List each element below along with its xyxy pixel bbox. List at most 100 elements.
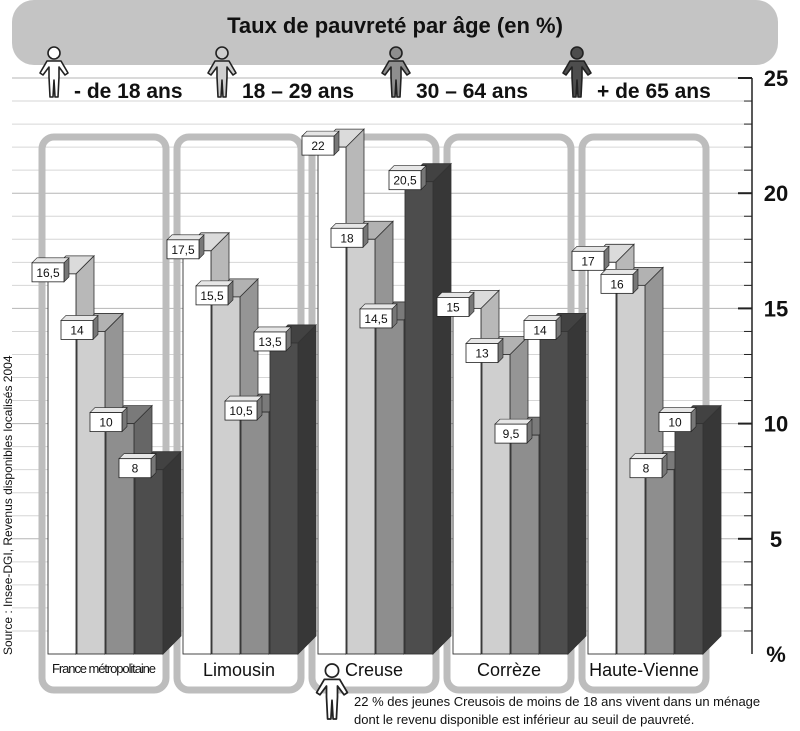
data-label-box xyxy=(523,320,557,340)
bar xyxy=(182,250,212,655)
data-label-top xyxy=(523,315,562,321)
person-head xyxy=(389,46,403,60)
person-icon xyxy=(562,46,592,98)
y-tick-label: 5 xyxy=(770,527,782,552)
data-label-top xyxy=(224,395,263,402)
data-label-box xyxy=(465,343,499,363)
data-label-box xyxy=(436,296,470,317)
category-label-bg xyxy=(185,657,293,681)
chart-title: Taux de pauvreté par âge (en %) xyxy=(227,13,563,38)
data-label: 20,5 xyxy=(393,174,417,188)
data-label-box xyxy=(195,285,229,306)
data-label-box xyxy=(60,320,94,340)
data-label: 16 xyxy=(610,277,624,291)
bar xyxy=(587,261,617,655)
y-tick-label: 20 xyxy=(764,181,788,206)
legend-label: + de 65 ans xyxy=(597,80,711,103)
bar xyxy=(510,434,540,655)
data-label-box xyxy=(31,262,65,283)
data-label: 14 xyxy=(533,323,547,337)
data-label: 10 xyxy=(99,416,113,430)
person-icon xyxy=(315,663,349,720)
person-body xyxy=(381,60,411,98)
bar-side xyxy=(297,323,317,655)
bar-side xyxy=(567,312,587,655)
bar-side xyxy=(162,450,182,655)
data-label-top xyxy=(465,338,504,344)
person-body xyxy=(562,60,592,98)
data-label-box xyxy=(253,331,287,352)
data-label-box xyxy=(118,458,152,479)
data-label-top xyxy=(60,315,99,321)
data-label: 8 xyxy=(643,462,650,476)
y-tick-label: 15 xyxy=(764,296,788,321)
bar xyxy=(240,411,270,655)
category-label-bg xyxy=(590,657,698,681)
data-label: 13 xyxy=(475,346,489,360)
data-label-box xyxy=(359,308,393,329)
bar-group: 14 xyxy=(523,312,587,655)
data-label-box xyxy=(89,412,123,433)
person-icon xyxy=(381,46,411,98)
data-label: 10 xyxy=(668,416,682,430)
y-tick-label: 25 xyxy=(764,66,788,91)
data-label: 14,5 xyxy=(364,312,388,326)
data-label-box xyxy=(629,458,663,479)
data-label-top xyxy=(301,130,340,137)
data-label: 22 xyxy=(311,139,325,153)
data-label-box xyxy=(571,250,605,271)
data-label-box xyxy=(600,273,634,294)
legend-label: 30 – 64 ans xyxy=(416,80,528,103)
data-label-top xyxy=(195,280,234,287)
source-note: Source : Insee-DGI, Revenus disponibles … xyxy=(1,355,15,655)
y-unit-label: % xyxy=(766,642,786,667)
data-label-top xyxy=(571,246,610,252)
legend-label: 18 – 29 ans xyxy=(242,80,354,103)
data-label-top xyxy=(436,292,475,298)
bar xyxy=(269,342,299,655)
data-label: 14 xyxy=(70,323,84,337)
bar xyxy=(481,354,511,655)
data-label-top xyxy=(253,326,292,333)
data-label-box xyxy=(301,135,335,156)
data-label: 9,5 xyxy=(503,427,520,441)
y-tick-label: 10 xyxy=(764,412,788,437)
data-label-box xyxy=(658,412,692,433)
data-label: 13,5 xyxy=(258,335,282,349)
title-banner: Taux de pauvreté par âge (en %) xyxy=(12,0,778,65)
data-label-top xyxy=(494,418,533,425)
footnote-line-2: dont le revenu disponible est inférieur … xyxy=(354,712,694,727)
bar xyxy=(346,238,376,655)
data-label-top xyxy=(600,269,639,275)
category-panel xyxy=(38,133,170,694)
data-label-box xyxy=(330,227,364,248)
footnote-line-1: 22 % des jeunes Creusois de moins de 18 … xyxy=(354,694,760,709)
bar xyxy=(674,423,704,655)
category-label: Corrèze xyxy=(477,660,541,680)
bar xyxy=(76,330,106,655)
category-label: Haute-Vienne xyxy=(589,660,699,680)
person-head xyxy=(47,46,61,60)
category-label-bg xyxy=(455,657,563,681)
data-label-box xyxy=(166,239,200,260)
person-body xyxy=(207,60,237,98)
category-label: Limousin xyxy=(203,660,275,680)
data-label: 15 xyxy=(446,300,460,314)
person-icon xyxy=(207,46,237,98)
bar xyxy=(211,296,241,655)
data-label-box xyxy=(494,423,528,444)
bars: 16,5 14 10 8 17,5 15,5 10,5 13,5 22 18 14,5 20,5 15 1… xyxy=(31,128,722,655)
bar xyxy=(539,330,569,655)
data-label-top xyxy=(31,257,70,264)
data-label: 18 xyxy=(340,231,354,245)
bar-group: 8 xyxy=(118,450,182,655)
bar-group: 20,5 xyxy=(388,162,452,655)
data-label-top xyxy=(89,407,128,413)
bar xyxy=(404,181,434,655)
bar-side xyxy=(702,404,722,655)
data-label-box xyxy=(388,170,422,191)
person-body xyxy=(39,60,69,98)
data-label-top xyxy=(330,222,369,229)
bar xyxy=(134,469,164,655)
